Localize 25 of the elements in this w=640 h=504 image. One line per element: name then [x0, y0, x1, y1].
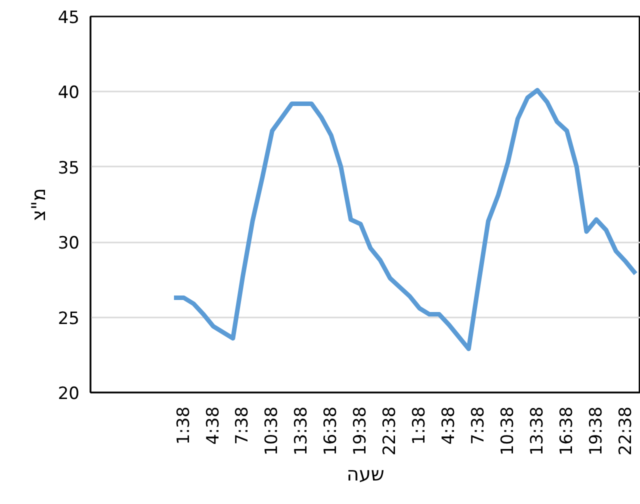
y-tick-label: 25: [58, 308, 80, 329]
y-tick-label: 45: [58, 8, 80, 28]
x-tick-label: 22:38: [380, 406, 400, 456]
x-tick-label: 19:38: [350, 406, 371, 456]
x-tick-label: 10:38: [262, 406, 282, 456]
x-tick-label: 7:38: [232, 406, 253, 445]
x-tick-label: 1:38: [174, 406, 194, 445]
y-tick-label: 30: [58, 234, 80, 254]
y-tick-label: 35: [58, 158, 80, 178]
x-tick-label: 16:38: [556, 406, 577, 456]
y-tick-label: 40: [58, 83, 80, 104]
x-tick-label: 22:38: [616, 406, 636, 456]
y-axis-title: מ"צ: [28, 188, 50, 221]
x-tick-label: 19:38: [586, 406, 606, 456]
x-tick-label: 16:38: [321, 406, 342, 456]
x-tick-label: 10:38: [498, 406, 518, 456]
x-tick-label: 13:38: [527, 406, 548, 456]
x-tick-label: 4:38: [438, 406, 459, 445]
y-tick-label: 20: [58, 384, 80, 404]
x-tick-label: 13:38: [292, 406, 312, 456]
x-tick-label: 4:38: [203, 406, 224, 445]
x-axis-title: שעה: [346, 463, 384, 486]
line-series: [172, 88, 638, 352]
x-tick-label: 7:38: [468, 406, 488, 445]
x-tick-label: 1:38: [410, 406, 430, 445]
